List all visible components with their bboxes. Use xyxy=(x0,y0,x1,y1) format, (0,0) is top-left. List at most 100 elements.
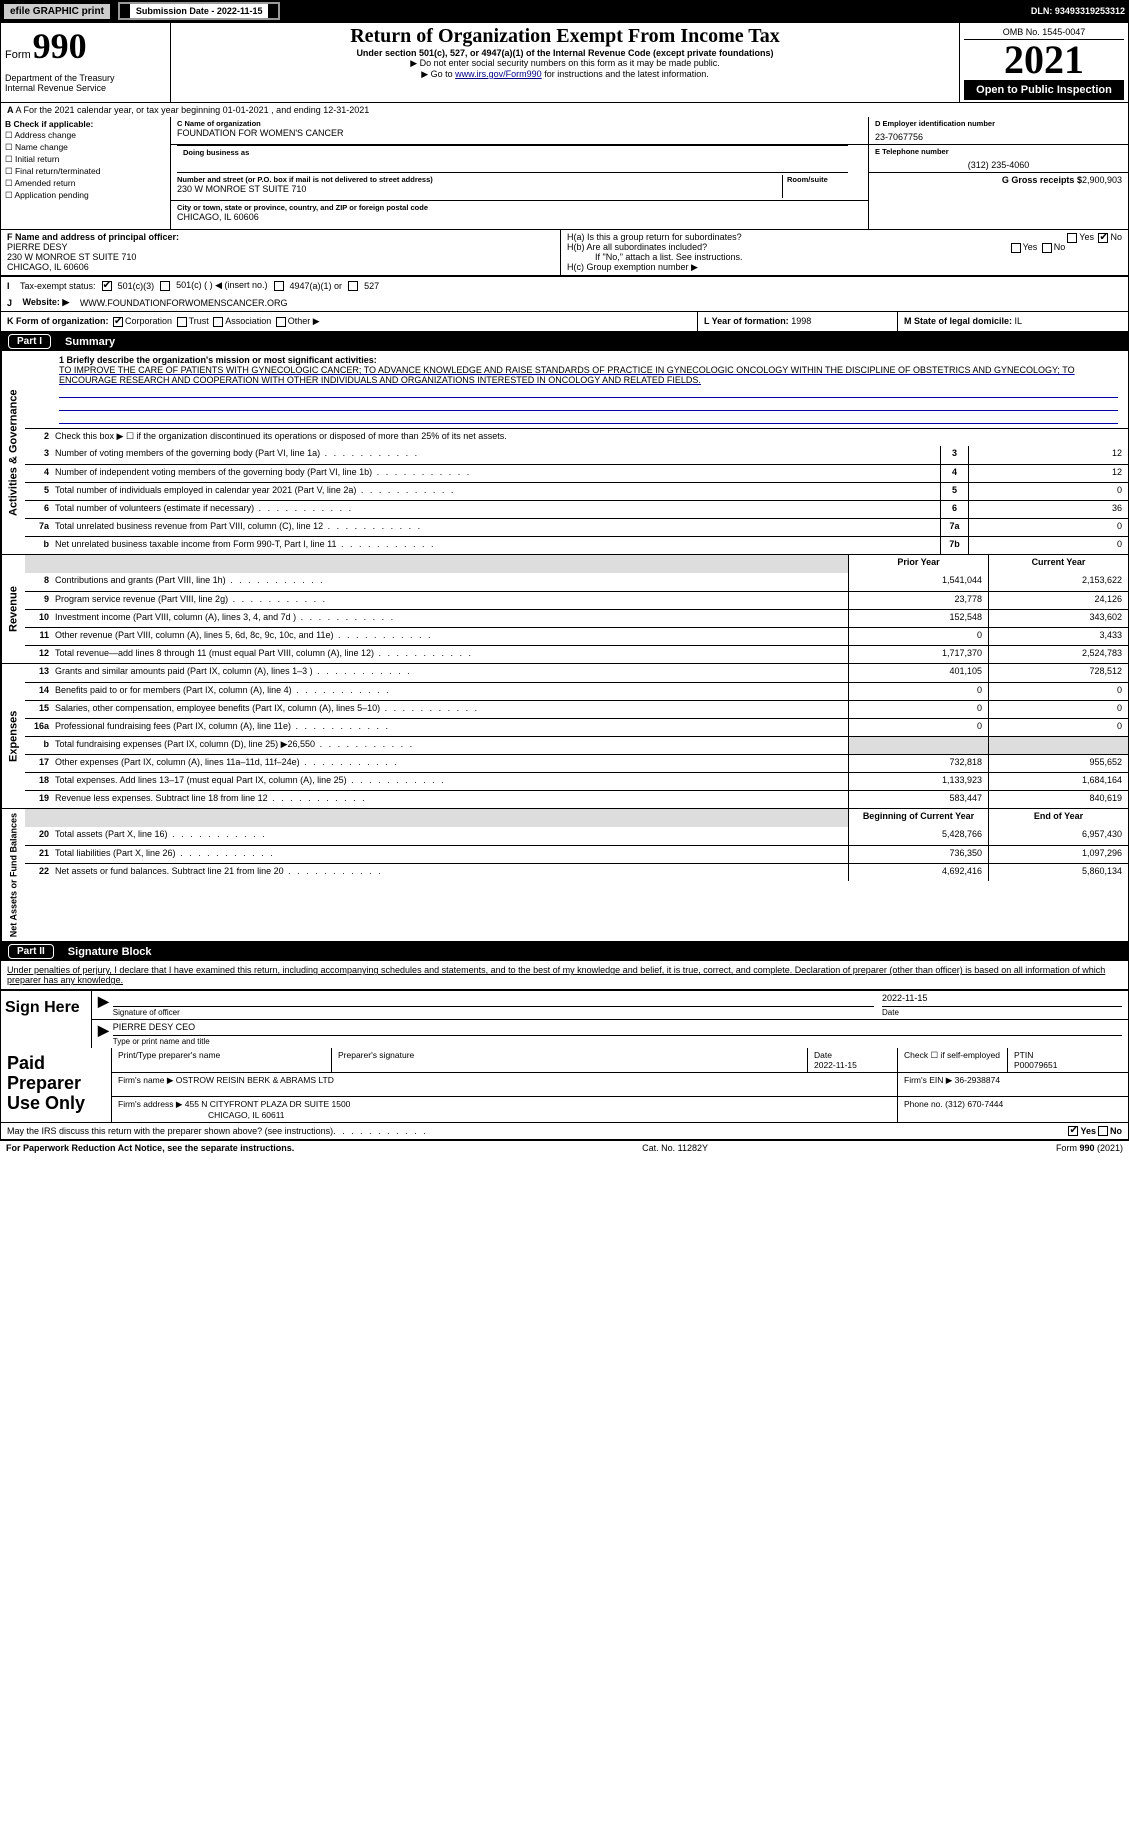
form-col: Form990 Department of the Treasury Inter… xyxy=(1,23,171,102)
cb-assoc[interactable] xyxy=(213,317,223,327)
revenue-section: Revenue Prior YearCurrent Year 8Contribu… xyxy=(0,555,1129,664)
cb-4947[interactable] xyxy=(274,281,284,291)
mission-block: 1 Briefly describe the organization's mi… xyxy=(25,351,1128,428)
cb-pending[interactable]: ☐ Application pending xyxy=(5,190,166,201)
line-8: 8Contributions and grants (Part VIII, li… xyxy=(25,573,1128,591)
foot-right: Form 990 (2021) xyxy=(1056,1143,1123,1153)
header-row: Form990 Department of the Treasury Inter… xyxy=(0,22,1129,103)
cb-initial[interactable]: ☐ Initial return xyxy=(5,154,166,165)
i-row: I Tax-exempt status: 501(c)(3) 501(c) ( … xyxy=(0,276,1129,294)
cb-final[interactable]: ☐ Final return/terminated xyxy=(5,166,166,177)
irs-link[interactable]: www.irs.gov/Form990 xyxy=(455,69,542,79)
pt-check[interactable]: Check ☐ if self-employed xyxy=(898,1048,1008,1072)
part2-tab: Part II xyxy=(8,944,54,959)
mission-text: TO IMPROVE THE CARE OF PATIENTS WITH GYN… xyxy=(59,365,1075,385)
firm-addr: 455 N CITYFRONT PLAZA DR SUITE 1500 xyxy=(185,1099,351,1109)
subtitle: Under section 501(c), 527, or 4947(a)(1)… xyxy=(175,48,955,58)
ha: H(a) Is this a group return for subordin… xyxy=(567,232,742,242)
cb-501c3[interactable] xyxy=(102,281,112,291)
pt-sig-lbl: Preparer's signature xyxy=(332,1048,808,1072)
name-lbl: C Name of organization xyxy=(177,119,862,128)
dept-label: Department of the Treasury Internal Reve… xyxy=(5,73,166,93)
line-7a: 7aTotal unrelated business revenue from … xyxy=(25,518,1128,536)
cb-527[interactable] xyxy=(348,281,358,291)
col-b: B Check if applicable: ☐ Address change … xyxy=(1,117,171,229)
firm-city: CHICAGO, IL 60611 xyxy=(208,1110,285,1120)
line-16a: 16aProfessional fundraising fees (Part I… xyxy=(25,718,1128,736)
line-6: 6Total number of volunteers (estimate if… xyxy=(25,500,1128,518)
cb-name[interactable]: ☐ Name change xyxy=(5,142,166,153)
officer-addr: 230 W MONROE ST SUITE 710 xyxy=(7,252,136,262)
form-word: Form xyxy=(5,49,31,61)
side-rev: Revenue xyxy=(1,555,25,663)
dba-lbl: Doing business as xyxy=(183,148,842,157)
name-lbl: Type or print name and title xyxy=(113,1037,210,1046)
website: WWW.FOUNDATIONFORWOMENSCANCER.ORG xyxy=(80,298,288,308)
line-5: 5Total number of individuals employed in… xyxy=(25,482,1128,500)
year-col: OMB No. 1545-0047 2021 Open to Public In… xyxy=(960,23,1128,102)
pt-name-lbl: Print/Type preparer's name xyxy=(112,1048,332,1072)
hdr-curr: Current Year xyxy=(988,555,1128,573)
part1-tab: Part I xyxy=(8,334,51,349)
form-number: 990 xyxy=(33,25,87,67)
firm-name: OSTROW REISIN BERK & ABRAMS LTD xyxy=(176,1075,334,1085)
cb-address[interactable]: ☐ Address change xyxy=(5,130,166,141)
activities-section: Activities & Governance 1 Briefly descri… xyxy=(0,351,1129,555)
city-lbl: City or town, state or province, country… xyxy=(177,203,862,212)
hdr-prior: Prior Year xyxy=(848,555,988,573)
sign-here: Sign Here xyxy=(1,991,91,1048)
row-fh: F Name and address of principal officer:… xyxy=(0,230,1129,276)
hb-no[interactable] xyxy=(1042,243,1052,253)
officer-print: PIERRE DESY CEO xyxy=(113,1022,1122,1036)
sig-date: 2022-11-15 xyxy=(882,993,1122,1007)
firm-ein: 36-2938874 xyxy=(955,1075,1000,1085)
b-label: B Check if applicable: xyxy=(5,119,93,129)
hdr-beg: Beginning of Current Year xyxy=(848,809,988,827)
l-block: L Year of formation: 1998 xyxy=(698,312,898,331)
cb-amended[interactable]: ☐ Amended return xyxy=(5,178,166,189)
line-22: 22Net assets or fund balances. Subtract … xyxy=(25,863,1128,881)
top-bar: efile GRAPHIC print Submission Date - 20… xyxy=(0,0,1129,22)
title-col: Return of Organization Exempt From Incom… xyxy=(171,23,960,102)
part2-header: Part II Signature Block xyxy=(0,942,1129,961)
m-block: M State of legal domicile: IL xyxy=(898,312,1128,331)
preparer-block: Paid Preparer Use Only Print/Type prepar… xyxy=(0,1048,1129,1123)
i-lbl: Tax-exempt status: xyxy=(20,281,96,291)
discuss-yes[interactable] xyxy=(1068,1126,1078,1136)
a-row: A A For the 2021 calendar year, or tax y… xyxy=(0,103,1129,117)
cb-corp[interactable] xyxy=(113,317,123,327)
cb-other[interactable] xyxy=(276,317,286,327)
f-block: F Name and address of principal officer:… xyxy=(1,230,561,275)
city: CHICAGO, IL 60606 xyxy=(177,212,862,222)
submission-date-btn[interactable]: Submission Date - 2022-11-15 xyxy=(118,2,281,20)
note2: ▶ Go to www.irs.gov/Form990 for instruct… xyxy=(175,69,955,80)
discuss-no[interactable] xyxy=(1098,1126,1108,1136)
efile-label: efile GRAPHIC print xyxy=(4,4,110,19)
ha-yes[interactable] xyxy=(1067,233,1077,243)
f-lbl: F Name and address of principal officer: xyxy=(7,232,179,242)
netassets-section: Net Assets or Fund Balances Beginning of… xyxy=(0,809,1129,942)
line-9: 9Program service revenue (Part VIII, lin… xyxy=(25,591,1128,609)
paid-label: Paid Preparer Use Only xyxy=(1,1048,111,1122)
hb-yes[interactable] xyxy=(1011,243,1021,253)
cb-501c[interactable] xyxy=(160,281,170,291)
k-block: K Form of organization: Corporation Trus… xyxy=(1,312,698,331)
open-public: Open to Public Inspection xyxy=(964,80,1124,100)
cb-trust[interactable] xyxy=(177,317,187,327)
a-text: A For the 2021 calendar year, or tax yea… xyxy=(16,105,370,115)
date-lbl: Date xyxy=(882,1008,899,1017)
ha-no[interactable] xyxy=(1098,233,1108,243)
l2: Check this box ▶ ☐ if the organization d… xyxy=(53,429,1128,446)
gross: 2,900,903 xyxy=(1082,175,1122,185)
foot-mid: Cat. No. 11282Y xyxy=(642,1143,708,1153)
j-lbl: Website: ▶ xyxy=(23,297,70,308)
col-c: C Name of organization FOUNDATION FOR WO… xyxy=(171,117,868,229)
line-21: 21Total liabilities (Part X, line 26)736… xyxy=(25,845,1128,863)
org-name: FOUNDATION FOR WOMEN'S CANCER xyxy=(177,128,862,138)
kl-row: K Form of organization: Corporation Trus… xyxy=(0,312,1129,332)
gross-lbl: G Gross receipts $ xyxy=(1002,175,1082,185)
officer-city: CHICAGO, IL 60606 xyxy=(7,262,89,272)
ein-lbl: D Employer identification number xyxy=(875,119,1122,128)
phone-lbl: E Telephone number xyxy=(875,147,1122,156)
hb: H(b) Are all subordinates included? xyxy=(567,242,707,252)
